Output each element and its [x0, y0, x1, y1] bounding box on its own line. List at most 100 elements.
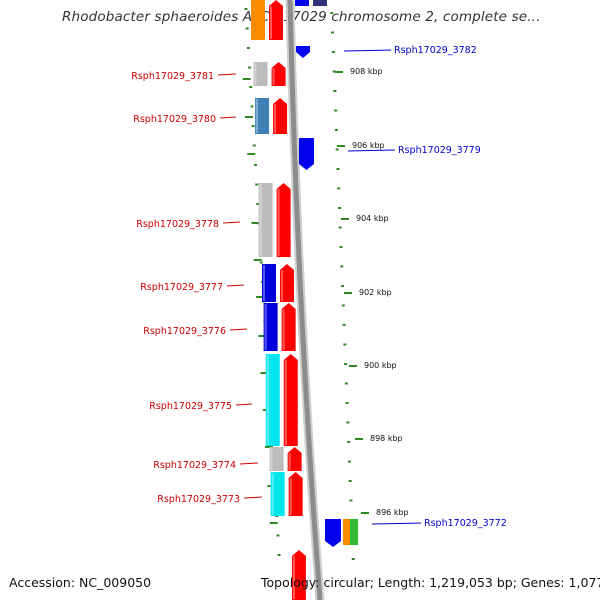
ruler-dot [347, 460, 351, 463]
ruler-dot [340, 265, 344, 268]
ruler-dot [349, 499, 353, 502]
cds-forward [291, 550, 306, 600]
scale-label: 900 kbp [364, 361, 397, 370]
ruler-dot [341, 285, 345, 287]
gene-label: Rsph17029_3775 [149, 401, 232, 412]
label-leader [219, 116, 237, 119]
ruler-tick [247, 153, 256, 155]
scale-tick [337, 145, 345, 147]
ruler-dot [334, 129, 338, 131]
gene-label: Rsph17029_3781 [131, 71, 214, 82]
scale-tick [349, 365, 357, 367]
ruler-dot [351, 558, 355, 560]
ruler-dot [346, 421, 350, 424]
cog-feature [270, 472, 285, 516]
scale-label: 904 kbp [356, 214, 389, 223]
bar-shine [256, 99, 259, 133]
bar-shine [284, 360, 287, 445]
cog-feature [350, 519, 358, 545]
bar-shine [277, 189, 280, 256]
cds-forward [283, 354, 298, 446]
bar-shine [292, 556, 295, 599]
gene-label: Rsph17029_3779 [398, 145, 481, 156]
cds-forward [276, 183, 291, 257]
cds-forward [271, 62, 286, 86]
tick-marks [242, 8, 369, 560]
ruler-dot [249, 86, 253, 88]
scale-tick [355, 438, 363, 440]
bar-shine [270, 6, 272, 39]
gene-label: Rsph17029_3782 [394, 45, 477, 56]
ruler-dot [276, 534, 280, 537]
ruler-dot [344, 382, 348, 385]
backbone-line [287, 0, 323, 600]
gene-label: Rsph17029_3772 [424, 518, 507, 529]
cds-forward [287, 447, 302, 471]
ruler-dot [250, 105, 254, 108]
ruler-dot [347, 441, 351, 443]
ruler-dot [252, 144, 256, 147]
bar-shine [274, 104, 277, 133]
cog-feature [262, 264, 276, 302]
ruler-tick [258, 335, 267, 337]
gene-label: Rsph17029_3777 [140, 282, 223, 293]
cds-reverse [296, 46, 310, 58]
ruler-tick [251, 222, 260, 224]
gene-label: Rsph17029_3774 [153, 460, 236, 471]
label-leader [239, 462, 259, 465]
ruler-dot [245, 27, 249, 30]
map-title: Rhodobacter sphaeroides ATCC 17029 chrom… [62, 9, 541, 25]
bar-shine [263, 265, 265, 301]
cog-feature [258, 183, 273, 257]
accession-text: Accession: NC_009050 [9, 575, 152, 590]
cog-feature [255, 98, 270, 134]
scale-tick [344, 292, 352, 294]
label-leader [343, 49, 392, 52]
ruler-dot [339, 246, 343, 248]
ruler-dot [337, 187, 341, 190]
ruler-dot [342, 324, 346, 326]
bar-shine [264, 304, 267, 350]
cog-feature [251, 0, 265, 40]
backbone [285, 0, 325, 600]
ruler-dot [344, 363, 348, 365]
cog-feature [265, 354, 280, 446]
label-leader [371, 522, 422, 525]
cds-reverse [295, 0, 309, 6]
cog-feature [253, 62, 268, 86]
ruler-tick [260, 372, 269, 374]
ruler-dot [348, 480, 352, 482]
ruler-dot [335, 148, 339, 151]
bar-shine [281, 270, 283, 301]
gene-label: Rsph17029_3773 [157, 494, 240, 505]
bar-shine [270, 448, 273, 470]
cog-feature [269, 447, 284, 471]
ruler-dot [256, 203, 260, 205]
gene-label: Rsph17029_3776 [143, 326, 226, 337]
cds-reverse [325, 519, 341, 547]
bar-shine [254, 63, 257, 85]
cds-reverse [299, 138, 314, 170]
label-leader [235, 403, 253, 406]
cog-feature [263, 303, 278, 351]
ruler-dot [341, 304, 345, 307]
ruler-tick [253, 259, 262, 261]
ruler-dot [244, 8, 248, 10]
ruler-dot [248, 66, 252, 69]
label-leader [217, 73, 237, 76]
cds-forward [273, 98, 288, 134]
ruler-tick [265, 446, 274, 448]
feature-tracks [251, 0, 358, 600]
ruler-dot [255, 183, 259, 186]
ruler-dot [334, 109, 338, 112]
bar-shine [272, 68, 275, 85]
ruler-tick [242, 78, 251, 80]
ruler-dot [338, 226, 342, 229]
scale-label: 898 kbp [370, 434, 403, 443]
ruler-dot [246, 47, 250, 49]
ruler-dot [337, 207, 341, 209]
ruler-dot [332, 70, 336, 73]
gene-label: Rsph17029_3778 [136, 219, 219, 230]
label-leader [243, 496, 263, 499]
